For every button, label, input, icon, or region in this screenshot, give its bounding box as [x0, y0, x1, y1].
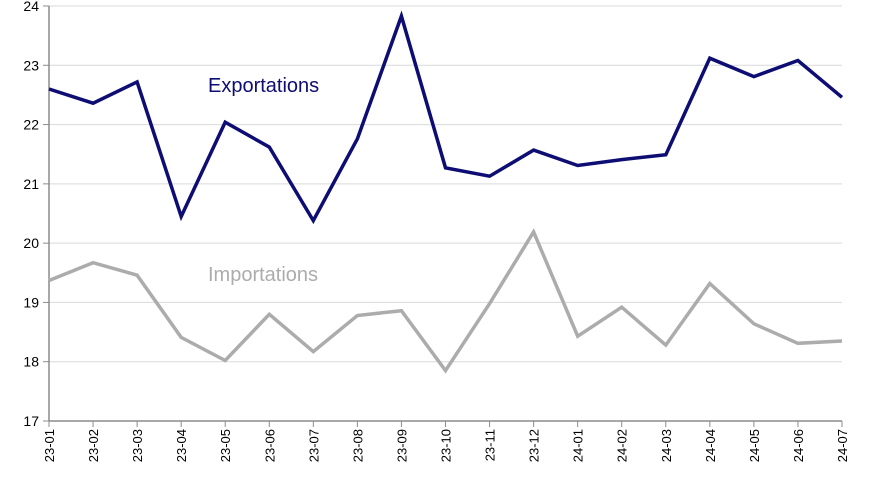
series-label-importations: Importations — [208, 264, 318, 286]
y-tick-label: 19 — [23, 294, 39, 310]
x-tick-label: 24-07 — [835, 429, 850, 462]
x-axis-ticks: 23-01 23-02 23-03 23-04 23-05 23-06 23-07 23-08… — [42, 421, 850, 462]
x-tick-label: 24-02 — [615, 429, 630, 462]
x-tick-label: 23-11 — [483, 429, 498, 461]
x-tick-label: 23-05 — [218, 429, 233, 462]
y-tick-label: 18 — [23, 354, 39, 370]
x-tick-label: 23-06 — [262, 429, 277, 462]
gridlines — [49, 5, 842, 363]
x-tick-label: 23-01 — [42, 429, 57, 462]
y-tick-label: 21 — [23, 176, 39, 192]
x-tick-label: 24-03 — [659, 429, 674, 462]
series-line-importations — [48, 228, 843, 374]
x-tick-label: 24-04 — [703, 429, 718, 462]
x-tick-label: 23-04 — [174, 429, 189, 462]
series-line-exportations — [48, 10, 844, 225]
x-tick-label: 23-09 — [394, 429, 409, 462]
y-tick-label: 22 — [23, 117, 39, 133]
x-tick-label: 24-06 — [791, 429, 806, 462]
y-axis-ticks: 17 18 19 20 21 22 23 24 — [23, 0, 49, 429]
y-tick-label: 20 — [23, 235, 39, 251]
series-lines — [48, 10, 844, 374]
x-tick-label: 24-01 — [571, 429, 586, 462]
x-tick-label: 23-10 — [439, 429, 454, 462]
x-tick-label: 23-12 — [527, 429, 542, 462]
y-tick-label: 23 — [23, 57, 39, 73]
x-tick-label: 23-03 — [130, 429, 145, 462]
y-tick-label: 17 — [23, 413, 39, 429]
x-tick-label: 23-02 — [86, 429, 101, 462]
x-tick-label: 23-07 — [306, 429, 321, 462]
y-tick-label: 24 — [23, 0, 39, 14]
x-tick-label: 24-05 — [747, 429, 762, 462]
series-label-exportations: Exportations — [208, 75, 319, 97]
x-tick-label: 23-08 — [350, 429, 365, 462]
